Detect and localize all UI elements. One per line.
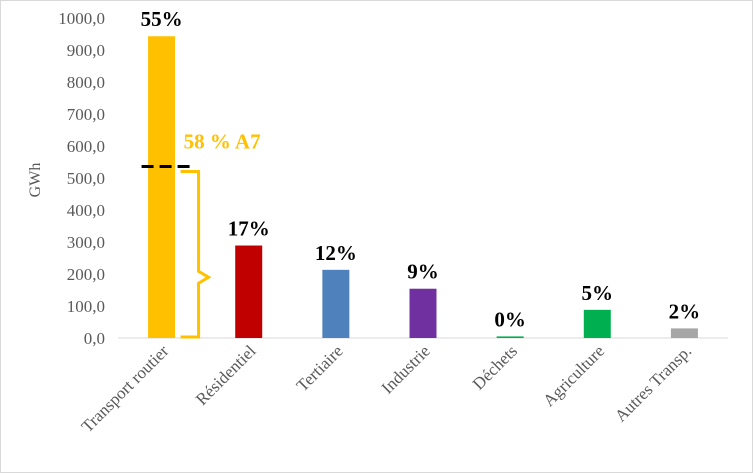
bar-percent-label: 12% xyxy=(315,241,357,265)
x-category-label: Transport routier xyxy=(78,341,173,436)
x-category-label: Agriculture xyxy=(539,341,608,410)
x-category-label: Industrie xyxy=(378,341,434,397)
y-tick-label: 100,0 xyxy=(67,297,105,316)
bar xyxy=(670,328,698,338)
x-category-label: Tertiaire xyxy=(293,341,347,395)
y-axis-label: GWh xyxy=(27,163,44,198)
bar xyxy=(148,36,176,339)
y-tick-label: 300,0 xyxy=(67,233,105,252)
bar-percent-label: 55% xyxy=(141,7,183,31)
y-tick-label: 0,0 xyxy=(84,329,105,348)
bar-percent-label: 9% xyxy=(407,260,439,284)
y-tick-label: 200,0 xyxy=(67,265,105,284)
bar-percent-label: 2% xyxy=(669,299,701,323)
y-tick-label: 500,0 xyxy=(67,169,105,188)
y-tick-label: 400,0 xyxy=(67,201,105,220)
x-category-label: Autres Transp. xyxy=(611,341,695,425)
threshold-annotation-label: 58 % A7 xyxy=(184,129,261,153)
bar-percent-label: 5% xyxy=(582,281,614,305)
x-category-label: Résidentiel xyxy=(192,341,260,409)
y-tick-label: 600,0 xyxy=(67,137,105,156)
bar xyxy=(322,269,350,338)
bar xyxy=(583,309,611,338)
x-category-label: Déchets xyxy=(469,341,521,393)
bar xyxy=(496,336,524,338)
threshold-bracket xyxy=(180,169,212,339)
bar xyxy=(409,288,437,338)
bar-percent-label: 17% xyxy=(228,217,270,241)
bar xyxy=(235,245,263,338)
y-tick-label: 800,0 xyxy=(67,73,105,92)
y-tick-label: 1000,0 xyxy=(58,9,105,28)
y-tick-label: 900,0 xyxy=(67,41,105,60)
y-tick-label: 700,0 xyxy=(67,105,105,124)
bar-percent-label: 0% xyxy=(494,307,526,331)
